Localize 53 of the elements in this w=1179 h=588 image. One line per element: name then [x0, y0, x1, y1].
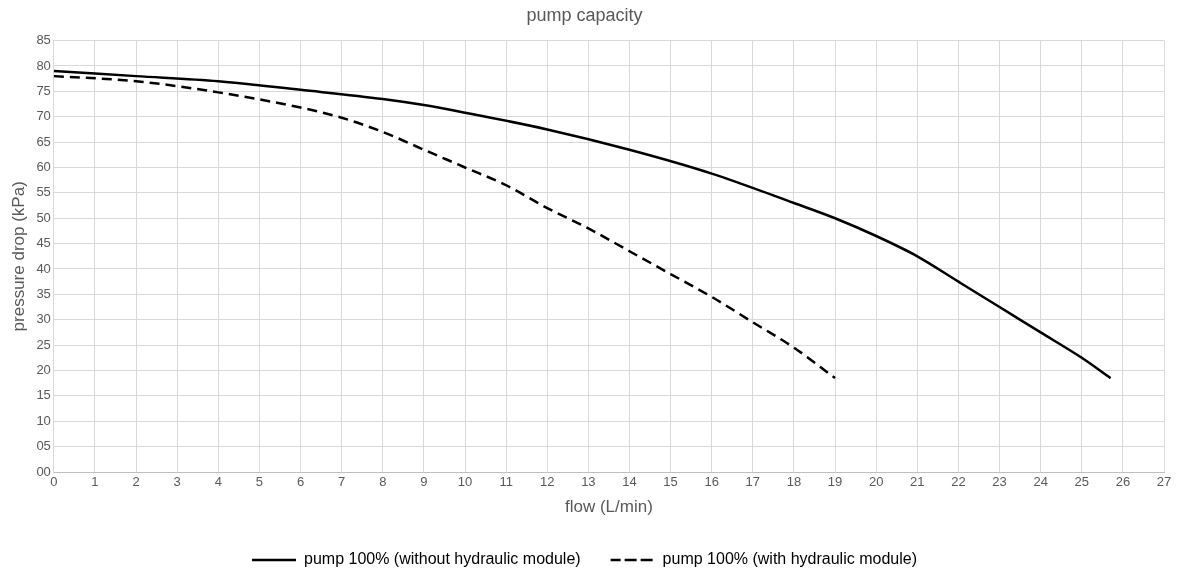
x-tick-label: 26 — [1115, 474, 1131, 490]
x-tick-label: 15 — [663, 474, 678, 490]
line-series — [53, 69, 1112, 380]
y-tick-label: 00 — [36, 463, 51, 479]
y-tick-label: 05 — [36, 438, 51, 454]
y-tick-label: 60 — [36, 159, 51, 175]
x-tick-label: 13 — [581, 474, 596, 490]
x-tick-label: 1 — [91, 474, 99, 490]
x-tick-label: 27 — [1156, 474, 1172, 490]
y-tick-label: 55 — [36, 184, 51, 200]
x-tick-label: 23 — [992, 474, 1007, 490]
x-tick-label: 18 — [786, 474, 802, 490]
x-tick-label: 21 — [910, 474, 925, 490]
y-tick-label: 35 — [36, 285, 51, 301]
x-tick-label: 17 — [745, 474, 761, 490]
x-tick-label: 19 — [827, 474, 843, 490]
y-tick-label: 30 — [36, 311, 51, 327]
legend-label: pump 100% (without hydraulic module) — [304, 550, 581, 568]
x-tick-label: 25 — [1074, 474, 1089, 490]
y-tick-label: 15 — [36, 387, 51, 403]
y-tick-label: 75 — [36, 82, 51, 98]
x-tick-label: 2 — [132, 474, 140, 490]
x-tick-label: 9 — [420, 474, 428, 490]
x-tick-label: 0 — [50, 474, 58, 490]
line-series — [53, 74, 837, 380]
y-axis-title: pressure drop (kPa) — [8, 181, 28, 332]
y-tick-label: 85 — [36, 32, 51, 48]
y-tick-label: 20 — [36, 362, 51, 378]
x-tick-label: 12 — [540, 474, 555, 490]
chart-title: pump capacity — [526, 4, 643, 25]
y-tick-label: 25 — [36, 336, 51, 352]
x-tick-label: 16 — [704, 474, 719, 490]
x-tick-label: 8 — [379, 474, 387, 490]
x-axis-title: flow (L/min) — [565, 497, 653, 517]
y-tick-label: 70 — [36, 108, 51, 124]
y-tick-label: 80 — [36, 57, 51, 73]
y-tick-label: 45 — [36, 235, 51, 251]
x-tick-label: 24 — [1033, 474, 1048, 490]
x-tick-label: 22 — [951, 474, 966, 490]
y-tick-label: 65 — [36, 133, 51, 149]
legend-label: pump 100% (with hydraulic module) — [662, 550, 917, 568]
x-tick-label: 7 — [338, 474, 346, 490]
x-tick-label: 4 — [214, 474, 222, 490]
x-tick-label: 11 — [499, 474, 513, 490]
y-tick-label: 50 — [36, 209, 51, 225]
x-tick-label: 14 — [622, 474, 637, 490]
x-tick-label: 5 — [255, 474, 264, 490]
x-tick-label: 6 — [296, 474, 305, 490]
x-tick-label: 10 — [457, 474, 473, 490]
x-tick-label: 3 — [173, 474, 181, 490]
y-tick-label: 10 — [36, 412, 51, 428]
y-tick-label: 40 — [36, 260, 51, 276]
x-tick-label: 20 — [868, 474, 884, 490]
